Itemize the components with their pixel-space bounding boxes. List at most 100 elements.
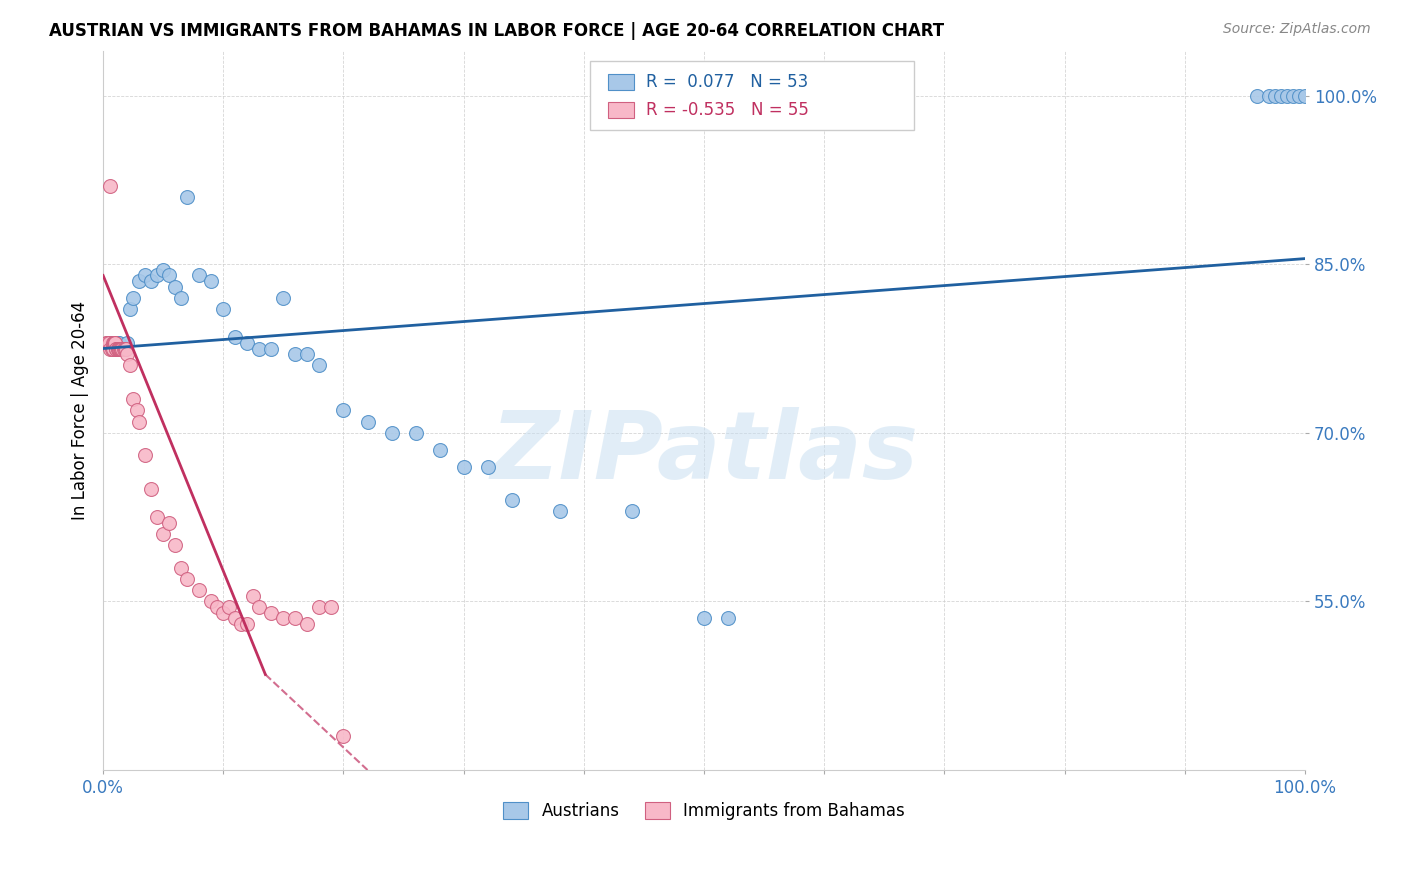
Point: [101, 335, 124, 350]
Bar: [607, 74, 634, 90]
Point: [122, 291, 145, 305]
Point: [96, 335, 118, 350]
Point: [115, 335, 138, 350]
Point: [284, 347, 307, 361]
Point: [176, 190, 198, 204]
Point: [1282, 88, 1305, 103]
Bar: [607, 102, 634, 118]
Point: [111, 342, 134, 356]
Point: [114, 342, 136, 356]
Point: [122, 392, 145, 406]
Point: [105, 342, 128, 356]
Point: [107, 335, 129, 350]
Text: AUSTRIAN VS IMMIGRANTS FROM BAHAMAS IN LABOR FORCE | AGE 20-64 CORRELATION CHART: AUSTRIAN VS IMMIGRANTS FROM BAHAMAS IN L…: [49, 22, 945, 40]
Point: [94, 335, 117, 350]
Point: [110, 342, 132, 356]
Point: [308, 359, 330, 373]
Point: [170, 560, 193, 574]
Point: [332, 729, 354, 743]
Point: [231, 616, 253, 631]
Point: [247, 342, 270, 356]
Text: ZIPatlas: ZIPatlas: [489, 408, 918, 500]
Point: [112, 342, 135, 356]
Y-axis label: In Labor Force | Age 20-64: In Labor Force | Age 20-64: [72, 301, 89, 520]
Point: [134, 268, 156, 283]
Point: [108, 342, 131, 356]
Point: [125, 403, 148, 417]
Point: [146, 268, 169, 283]
Point: [548, 504, 571, 518]
Text: Source: ZipAtlas.com: Source: ZipAtlas.com: [1223, 22, 1371, 37]
Point: [188, 268, 211, 283]
Point: [103, 335, 125, 350]
Point: [107, 342, 129, 356]
Point: [224, 330, 246, 344]
Point: [118, 302, 141, 317]
Point: [297, 347, 319, 361]
Point: [273, 291, 295, 305]
Point: [104, 335, 127, 350]
Point: [212, 606, 235, 620]
Point: [110, 342, 132, 356]
Point: [115, 347, 138, 361]
Point: [104, 335, 127, 350]
Point: [200, 594, 222, 608]
Point: [101, 342, 124, 356]
Point: [242, 589, 264, 603]
Point: [146, 510, 169, 524]
Point: [157, 268, 180, 283]
Point: [224, 611, 246, 625]
Point: [236, 335, 259, 350]
Point: [429, 442, 451, 457]
Point: [1288, 88, 1310, 103]
Point: [128, 274, 150, 288]
Point: [236, 616, 259, 631]
Point: [115, 342, 138, 356]
Point: [273, 611, 295, 625]
Point: [101, 335, 124, 350]
Point: [110, 342, 132, 356]
Point: [107, 342, 129, 356]
Point: [212, 302, 235, 317]
Point: [103, 335, 125, 350]
Point: [111, 342, 134, 356]
Point: [188, 583, 211, 598]
Point: [1270, 88, 1292, 103]
Point: [321, 600, 343, 615]
Point: [717, 611, 740, 625]
Point: [98, 335, 121, 350]
Point: [134, 448, 156, 462]
Point: [118, 359, 141, 373]
Point: [108, 342, 131, 356]
Point: [141, 482, 163, 496]
Point: [1257, 88, 1279, 103]
Point: [128, 415, 150, 429]
Point: [107, 342, 129, 356]
Point: [1275, 88, 1298, 103]
Point: [260, 606, 283, 620]
Point: [98, 335, 121, 350]
Point: [1246, 88, 1268, 103]
FancyBboxPatch shape: [591, 62, 914, 130]
Point: [98, 178, 121, 193]
Point: [141, 274, 163, 288]
Point: [152, 527, 174, 541]
Point: [1264, 88, 1286, 103]
Point: [157, 516, 180, 530]
Point: [1294, 88, 1316, 103]
Point: [260, 342, 283, 356]
Point: [620, 504, 643, 518]
Point: [477, 459, 499, 474]
Point: [176, 572, 198, 586]
Point: [247, 600, 270, 615]
Point: [107, 335, 129, 350]
Point: [165, 538, 187, 552]
Point: [107, 342, 129, 356]
Point: [405, 425, 427, 440]
Point: [207, 600, 229, 615]
Point: [284, 611, 307, 625]
Point: [104, 335, 127, 350]
Point: [380, 425, 402, 440]
Point: [356, 415, 378, 429]
Point: [152, 263, 174, 277]
